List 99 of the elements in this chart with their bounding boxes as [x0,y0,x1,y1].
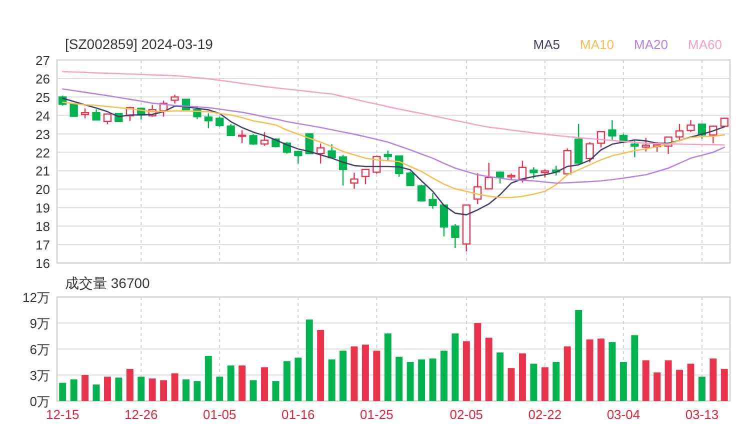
bar [82,375,89,401]
candlestick [530,166,538,180]
x-tick-label: 12-26 [124,407,158,422]
y-tick-label: 3万 [30,368,50,383]
bar [452,333,459,401]
bar [418,359,426,401]
bar [406,362,414,401]
bar [227,365,234,401]
text: MA5 [533,37,560,52]
candlestick [170,94,179,104]
bar [362,344,369,401]
bar [429,358,436,401]
bar [70,379,78,401]
bar [216,376,224,401]
bar [575,310,582,401]
text: MA20 [634,37,668,52]
y-tick-label: 19 [36,200,50,216]
candlestick [428,192,437,210]
bar [710,358,717,401]
bar [182,379,190,401]
bar [552,362,560,401]
x-tick-label: 02-22 [528,407,562,422]
bar [59,382,66,401]
x-tick-label: 03-04 [606,407,640,422]
bar [294,358,302,401]
bar [272,381,280,401]
y-tick-label: 6万 [30,342,50,357]
bar [160,380,168,401]
candlestick [451,223,460,249]
bar [462,341,470,401]
bar [104,376,111,401]
bar [238,365,246,401]
bar [306,320,313,401]
bar [384,333,392,401]
bar [148,378,156,401]
bar [530,364,538,401]
y-tick-label: 9万 [30,316,50,331]
bar [92,384,100,401]
text: MA10 [580,37,614,52]
x-tick-label: 01-05 [203,407,236,422]
bar [541,367,548,401]
bar [642,360,650,401]
x-tick-label: 12-15 [46,407,80,422]
bar [620,362,627,401]
bar [687,364,694,401]
line-series [62,70,726,146]
bar [204,356,212,401]
y-tick-label: 23 [36,126,50,142]
bar [194,381,201,401]
bar [171,373,178,401]
chart-title: [SZ002859] 2024-03-19 [65,36,214,52]
bar [317,330,324,401]
bar [631,335,638,401]
bar [564,346,571,401]
bar [283,361,290,401]
y-tick-label: 25 [36,90,50,105]
bar [485,338,492,401]
bar [720,368,728,401]
bar [440,350,448,401]
bar [373,350,380,401]
bar [676,370,683,401]
bar [519,353,526,401]
bar [396,356,403,401]
y-tick-label: 18 [36,219,50,234]
y-tick-label: 17 [36,238,50,253]
bar [350,346,358,401]
bar [340,350,346,401]
bar [598,338,604,401]
bar [138,376,145,401]
y-tick-label: 0万 [30,394,50,409]
bar [664,360,672,401]
bar [496,352,504,401]
bar [698,376,706,401]
bar [126,368,134,401]
line-series [62,102,726,198]
y-tick-label: 20 [36,182,50,198]
bar [508,368,515,401]
x-tick-label: 01-25 [360,407,394,422]
chart-title: 成交量 36700 [65,275,150,291]
y-tick-label: 12万 [22,290,50,305]
x-tick-label: 02-05 [450,407,484,422]
bar [586,339,594,401]
bar [250,380,257,401]
bar [115,378,122,401]
y-tick-label: 21 [36,164,50,179]
bar [261,367,268,401]
bar [608,342,616,401]
bar [328,359,336,401]
y-tick-label: 26 [36,71,50,86]
x-tick-label: 03-13 [685,407,719,422]
y-tick-label: 22 [36,145,50,160]
bar [654,372,661,401]
y-tick-label: 16 [36,256,50,271]
y-tick-label: 27 [36,53,50,68]
candlestick [350,172,358,190]
x-tick-label: 01-16 [282,407,315,422]
bar [474,323,482,401]
y-tick-label: 24 [36,108,50,124]
text: MA60 [688,37,722,52]
